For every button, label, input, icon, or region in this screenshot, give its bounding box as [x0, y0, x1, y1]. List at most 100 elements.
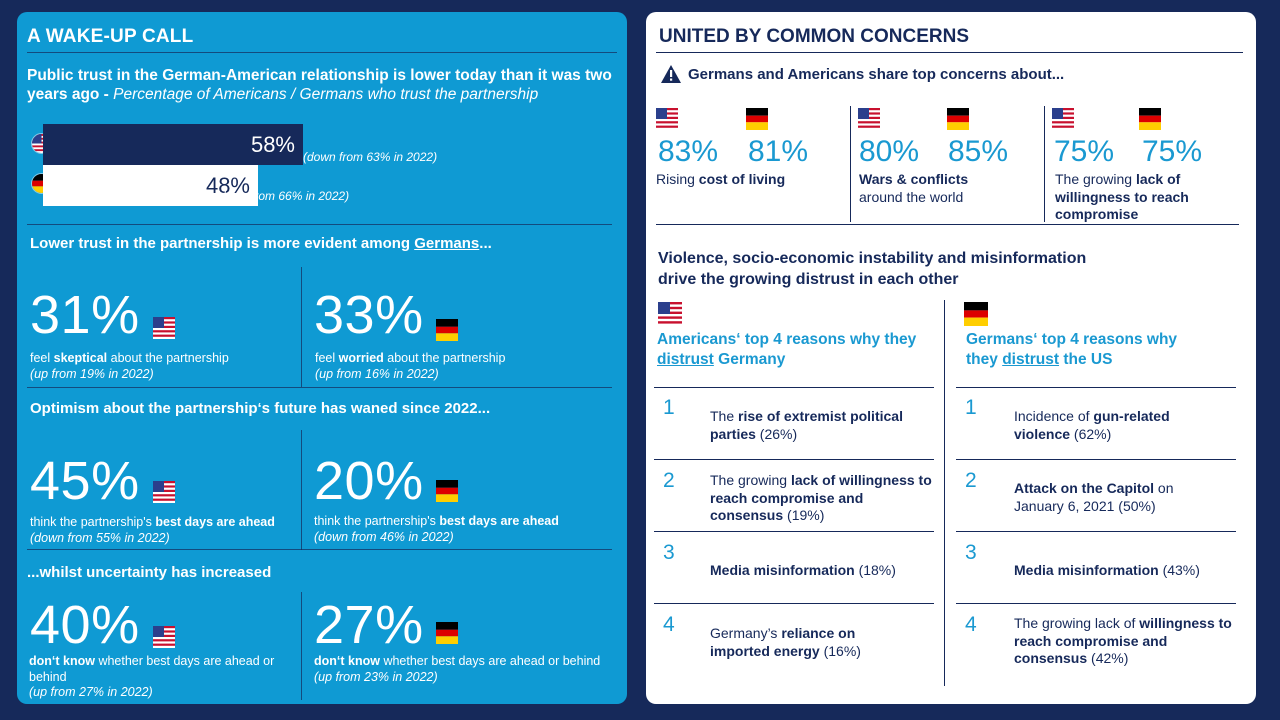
concern-de-pct: 75% — [1142, 135, 1203, 168]
trust-lead-bold: Public trust in the German-American rela… — [27, 67, 612, 103]
distrust-underlined: distrust — [657, 351, 714, 368]
concern-compromise: The growing lack of willingness to reach… — [1055, 171, 1240, 224]
reason-number: 2 — [965, 469, 977, 492]
reason-bold: Media misinformation — [710, 562, 855, 578]
divider — [654, 459, 934, 460]
de-reasons-heading: Germans‘ top 4 reasons why they distrust… — [966, 330, 1186, 370]
desc-text: feel — [315, 351, 339, 365]
stat-skeptical-desc: feel skeptical about the partnership (up… — [30, 351, 229, 382]
reason-number: 4 — [663, 613, 675, 636]
divider — [27, 224, 612, 225]
section-text: Lower trust in the partnership is more e… — [30, 235, 415, 252]
panel-title: UNITED BY COMMON CONCERNS — [659, 26, 969, 47]
desc-bold: skeptical — [53, 351, 108, 365]
concern-de-pct: 85% — [948, 135, 1009, 168]
reason-number: 2 — [663, 469, 675, 492]
divider — [301, 430, 302, 550]
warning-icon — [661, 65, 681, 83]
stat-de-best-days-desc: think the partnership's best days are ah… — [314, 514, 559, 545]
germany-flag-icon — [436, 622, 458, 644]
divider — [656, 224, 1239, 225]
panel-title: A WAKE-UP CALL — [27, 26, 194, 47]
germans-underlined: Germans — [414, 235, 480, 252]
us-flag-icon — [656, 108, 678, 130]
reason-bold: lack of willingness to reach compromise … — [710, 472, 932, 523]
divider — [27, 52, 617, 53]
germany-trust-note: (down from 66% in 2022) — [215, 189, 350, 203]
reason-number: 3 — [663, 541, 675, 564]
concern-bold: lack of willingness to reach compromise — [1055, 171, 1189, 222]
germany-trust-value: 48% — [205, 172, 250, 198]
de-reason-4: The growing lack of willingness to reach… — [1014, 615, 1239, 668]
reason-number: 1 — [663, 396, 675, 419]
desc-text: whether best days are ahead or behind — [29, 654, 275, 684]
reason-text: (19%) — [783, 507, 825, 523]
germany-trust-bar: 48% — [43, 165, 258, 206]
divider — [654, 603, 934, 604]
reason-bold: reliance on imported energy — [710, 625, 856, 659]
us-reason-1: The rise of extremist political parties … — [710, 408, 925, 443]
common-concerns-panel: UNITED BY COMMON CONCERNS Germans and Am… — [646, 12, 1256, 704]
desc-bold: don‘t know — [29, 654, 95, 668]
concern-us-pct: 75% — [1054, 135, 1115, 168]
us-reason-3: Media misinformation (18%) — [710, 562, 925, 580]
divider — [654, 531, 934, 532]
stat-us-best-days-pct: 45% — [30, 451, 140, 511]
de-reason-3: Media misinformation (43%) — [1014, 562, 1229, 580]
concern-wars: Wars & conflicts around the world — [859, 171, 1039, 206]
us-reasons-heading: Americans‘ top 4 reasons why they distru… — [657, 330, 927, 370]
us-flag-icon — [1052, 108, 1074, 130]
germany-flag-icon — [964, 302, 988, 326]
germany-flag-icon — [436, 480, 458, 502]
concern-bold: cost of living — [698, 171, 786, 187]
reason-text: The growing lack of — [1014, 615, 1140, 631]
heading-text: the US — [1059, 351, 1113, 368]
concern-text: around the world — [859, 188, 964, 205]
distrust-underlined: distrust — [1002, 351, 1060, 368]
desc-text: feel — [30, 351, 54, 365]
divider — [956, 603, 1236, 604]
reason-text: (42%) — [1087, 650, 1129, 666]
us-flag-icon — [153, 481, 175, 503]
germany-flag-icon — [947, 108, 969, 130]
stat-de-dont-know-desc: don‘t know whether best days are ahead o… — [314, 654, 624, 685]
reason-bold: Media misinformation — [1014, 562, 1159, 578]
us-reason-4: Germany’s reliance on imported energy (1… — [710, 625, 900, 660]
reason-text: Incidence of — [1014, 408, 1094, 424]
desc-change: (down from 55% in 2022) — [30, 530, 170, 545]
reason-text: (43%) — [1158, 562, 1200, 578]
desc-change: (up from 23% in 2022) — [314, 669, 438, 684]
reason-bold: willingness to reach compromise and cons… — [1014, 615, 1232, 666]
desc-bold: don‘t know — [314, 654, 380, 668]
stat-skeptical-pct: 31% — [30, 285, 140, 345]
de-reason-1: Incidence of gun-related violence (62%) — [1014, 408, 1214, 443]
us-trust-bar: 58% — [43, 124, 303, 165]
concern-cost-of-living: Rising cost of living — [656, 171, 841, 189]
desc-change: (up from 27% in 2022) — [29, 685, 153, 699]
reason-number: 1 — [965, 396, 977, 419]
heading-text: Americans‘ top 4 reasons why they — [657, 331, 917, 348]
reason-bold: rise of extremist political parties — [710, 408, 903, 442]
desc-text: think the partnership's — [314, 514, 440, 528]
reason-text: The growing — [710, 472, 791, 488]
stat-de-best-days-pct: 20% — [314, 451, 424, 511]
stat-us-best-days-desc: think the partnership's best days are ah… — [30, 515, 275, 546]
stat-de-dont-know-pct: 27% — [314, 595, 424, 655]
desc-change: (up from 19% in 2022) — [30, 366, 154, 381]
reason-text: (26%) — [755, 425, 798, 442]
section-uncertainty: ...whilst uncertainty has increased — [27, 564, 272, 581]
reason-bold: Attack on the Capitol — [1014, 480, 1155, 496]
us-trust-value: 58% — [250, 131, 295, 157]
desc-text: about the partnership — [383, 351, 506, 365]
reasons-lead: Violence, socio-economic instability and… — [658, 250, 1087, 288]
divider — [301, 267, 302, 387]
divider — [956, 459, 1236, 460]
stat-worried-desc: feel worried about the partnership (up f… — [315, 351, 505, 382]
desc-text: think the partnership's — [30, 515, 156, 529]
us-flag-icon — [858, 108, 880, 130]
reason-text: (62%) — [1070, 425, 1112, 442]
desc-change: (up from 16% in 2022) — [315, 366, 439, 381]
concern-text: The growing — [1055, 171, 1136, 187]
us-flag-icon — [658, 302, 682, 326]
desc-change: (down from 46% in 2022) — [314, 529, 454, 544]
